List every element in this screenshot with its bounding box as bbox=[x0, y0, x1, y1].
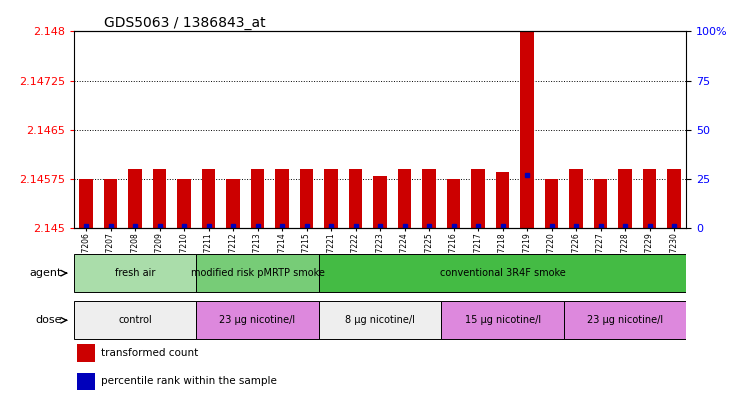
Bar bbox=[79, 179, 93, 228]
Bar bbox=[472, 169, 485, 228]
Bar bbox=[251, 169, 264, 228]
Bar bbox=[153, 169, 166, 228]
Bar bbox=[446, 179, 461, 228]
Bar bbox=[201, 169, 215, 228]
Bar bbox=[319, 254, 686, 292]
Bar bbox=[349, 169, 362, 228]
Text: control: control bbox=[118, 315, 152, 325]
Bar bbox=[275, 169, 289, 228]
Bar bbox=[74, 254, 196, 292]
Bar bbox=[128, 169, 142, 228]
Bar bbox=[227, 179, 240, 228]
Bar bbox=[196, 301, 319, 339]
Text: 15 μg nicotine/l: 15 μg nicotine/l bbox=[464, 315, 541, 325]
Bar bbox=[520, 31, 534, 228]
Bar bbox=[496, 172, 509, 228]
Bar bbox=[422, 169, 436, 228]
Bar bbox=[398, 169, 411, 228]
Text: percentile rank within the sample: percentile rank within the sample bbox=[101, 376, 277, 386]
Text: fresh air: fresh air bbox=[115, 268, 155, 278]
Bar bbox=[324, 169, 338, 228]
Bar bbox=[569, 169, 583, 228]
Bar bbox=[643, 169, 656, 228]
Bar bbox=[618, 169, 632, 228]
Bar bbox=[196, 254, 319, 292]
Text: agent: agent bbox=[30, 268, 61, 278]
Bar bbox=[177, 179, 191, 228]
Bar bbox=[77, 344, 95, 362]
Text: 8 μg nicotine/l: 8 μg nicotine/l bbox=[345, 315, 415, 325]
Bar bbox=[545, 179, 559, 228]
Text: GDS5063 / 1386843_at: GDS5063 / 1386843_at bbox=[105, 17, 266, 30]
Bar bbox=[564, 301, 686, 339]
Text: 23 μg nicotine/l: 23 μg nicotine/l bbox=[219, 315, 296, 325]
Bar bbox=[373, 176, 387, 228]
Text: transformed count: transformed count bbox=[101, 348, 199, 358]
Bar bbox=[104, 179, 117, 228]
Bar bbox=[319, 301, 441, 339]
Text: 23 μg nicotine/l: 23 μg nicotine/l bbox=[587, 315, 663, 325]
Bar bbox=[594, 179, 607, 228]
Text: modified risk pMRTP smoke: modified risk pMRTP smoke bbox=[190, 268, 325, 278]
Bar bbox=[74, 301, 196, 339]
Bar bbox=[667, 169, 681, 228]
Text: dose: dose bbox=[35, 315, 61, 325]
Bar bbox=[300, 169, 314, 228]
Bar bbox=[441, 301, 564, 339]
Bar bbox=[77, 373, 95, 391]
Text: conventional 3R4F smoke: conventional 3R4F smoke bbox=[440, 268, 565, 278]
